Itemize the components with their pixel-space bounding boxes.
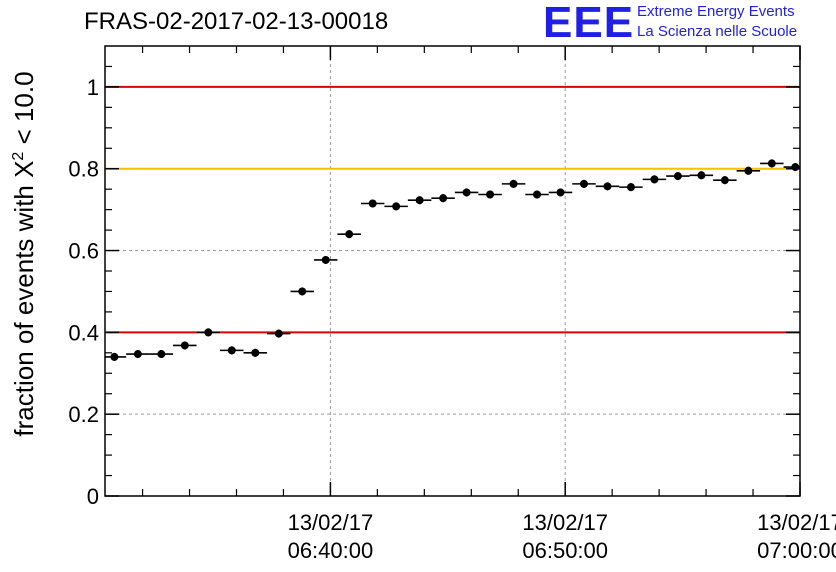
data-point [204, 328, 213, 337]
data-point [157, 350, 166, 359]
data-point [439, 194, 448, 203]
data-point [720, 176, 729, 185]
logo-tagline-1: Extreme Energy Events [637, 3, 795, 20]
grid-lines [105, 46, 801, 496]
logo-tagline-2: La Scienza nelle Scuole [637, 23, 798, 40]
data-point [392, 202, 401, 211]
data-point [556, 188, 565, 197]
data-point [579, 179, 588, 188]
x-tick-label-date: 13/02/17 [757, 510, 836, 535]
x-tick-label-date: 13/02/17 [288, 510, 374, 535]
data-point [650, 175, 659, 184]
eee-logo: EEE [543, 0, 635, 47]
data-point [180, 341, 189, 350]
x-tick-label-time: 06:50:00 [522, 538, 608, 563]
data-point [345, 230, 354, 239]
reference-lines [105, 85, 800, 334]
data-point [227, 346, 236, 355]
y-tick-label: 0.2 [68, 402, 99, 427]
data-points [105, 159, 800, 361]
data-point [673, 172, 682, 181]
data-point [791, 163, 800, 172]
y-tick-label: 0 [87, 484, 99, 509]
y-tick-label: 0.4 [68, 320, 99, 345]
data-point [509, 179, 518, 188]
data-point [274, 329, 283, 338]
x-tick-label-time: 07:00:00 [757, 538, 836, 563]
chart-title: FRAS-02-2017-02-13-00018 [84, 8, 389, 35]
data-point [486, 190, 495, 199]
x-tick-label-date: 13/02/17 [522, 510, 608, 535]
data-point [133, 350, 142, 359]
data-point [415, 196, 424, 205]
y-tick-label: 0.8 [68, 157, 99, 182]
data-point [321, 255, 330, 264]
data-point [744, 166, 753, 175]
data-point [368, 199, 377, 208]
data-point [251, 348, 260, 357]
x-tick-label-time: 06:40:00 [288, 538, 374, 563]
plot-frame [104, 45, 801, 497]
data-point [110, 352, 119, 361]
y-tick-label: 1 [87, 75, 99, 100]
y-tick-label: 0.6 [68, 239, 99, 264]
data-point [462, 188, 471, 197]
axis-ticks: 0 0.2 0.4 0.6 0.8 1 13/02/17 06:40:00 13/02/17 06… [68, 46, 836, 563]
y-axis-label: fraction of events with X2 < 10.0 [9, 71, 39, 436]
data-point [298, 287, 307, 296]
data-point [697, 171, 706, 180]
data-point [603, 182, 612, 191]
data-point [533, 190, 542, 199]
data-point [626, 183, 635, 192]
data-point [767, 159, 776, 168]
